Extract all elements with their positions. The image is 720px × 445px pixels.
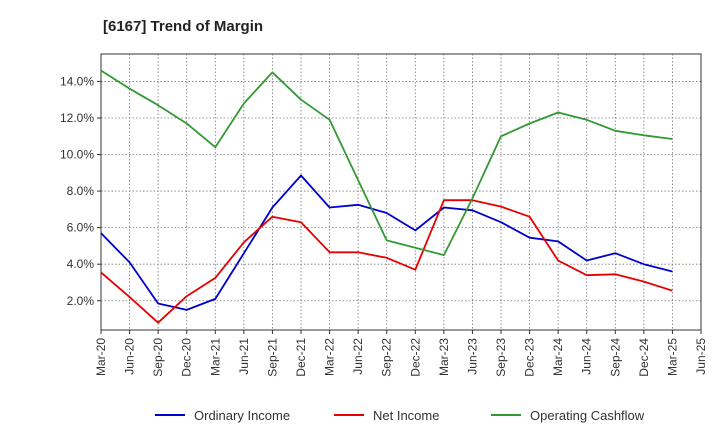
legend-label-net-income: Net Income <box>373 408 439 423</box>
x-tick-label: Jun-25 <box>694 338 708 375</box>
y-tick-label: 6.0% <box>67 221 95 235</box>
y-tick-label: 10.0% <box>60 148 94 162</box>
series-lines <box>100 69 673 324</box>
x-axis-ticks: Mar-20 Jun-20 Sep-20 Dec-20 Mar-21 Jun-21 Sep-… <box>94 330 708 377</box>
x-tick-label: Dec-22 <box>408 338 422 377</box>
y-tick-label: 14.0% <box>60 74 94 88</box>
x-tick-label: Sep-21 <box>265 338 279 377</box>
x-tick-label: Sep-24 <box>608 338 622 377</box>
x-tick-label: Mar-23 <box>437 338 451 376</box>
x-tick-label: Mar-20 <box>94 338 108 376</box>
legend: Ordinary Income Net Income Operating Cashf… <box>155 408 645 423</box>
chart-title: [6167] Trend of Margin <box>103 18 263 35</box>
series-line-operating-cashflow <box>100 69 673 257</box>
x-tick-label: Sep-23 <box>494 338 508 377</box>
series-line-ordinary-income <box>100 174 673 311</box>
x-tick-label: Dec-24 <box>637 338 651 377</box>
y-tick-label: 4.0% <box>67 257 95 271</box>
x-tick-label: Mar-24 <box>551 338 565 376</box>
y-axis-ticks: 2.0% 4.0% 6.0% 8.0% 10.0% 12.0% 14.0% <box>60 74 101 308</box>
x-tick-label: Jun-20 <box>123 338 137 375</box>
x-tick-label: Jun-21 <box>237 338 251 375</box>
grid-lines <box>101 54 701 330</box>
x-tick-label: Mar-25 <box>665 338 679 376</box>
x-tick-label: Jun-23 <box>465 338 479 375</box>
y-tick-label: 12.0% <box>60 111 94 125</box>
x-tick-label: Dec-20 <box>180 338 194 377</box>
legend-label-ordinary-income: Ordinary Income <box>194 408 290 423</box>
y-tick-label: 2.0% <box>67 294 95 308</box>
x-tick-label: Dec-23 <box>523 338 537 377</box>
plot-frame <box>100 53 702 331</box>
x-tick-label: Jun-24 <box>580 338 594 375</box>
y-tick-label: 8.0% <box>67 184 95 198</box>
x-tick-label: Jun-22 <box>351 338 365 375</box>
x-tick-label: Dec-21 <box>294 338 308 377</box>
x-tick-label: Sep-22 <box>380 338 394 377</box>
x-tick-label: Sep-20 <box>151 338 165 377</box>
series-line-net-income <box>100 199 673 324</box>
x-tick-label: Mar-22 <box>323 338 337 376</box>
legend-label-operating-cashflow: Operating Cashflow <box>530 408 645 423</box>
x-tick-label: Mar-21 <box>208 338 222 376</box>
